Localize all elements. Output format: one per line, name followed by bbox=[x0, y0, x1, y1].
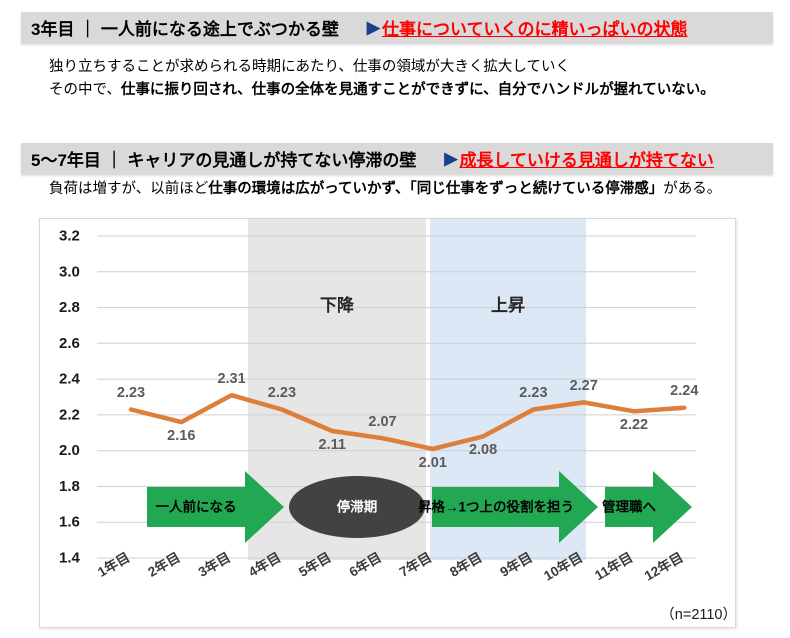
svg-text:下降: 下降 bbox=[320, 295, 355, 315]
svg-text:1年目: 1年目 bbox=[95, 549, 133, 580]
svg-text:昇格→1つ上の役割を担う: 昇格→1つ上の役割を担う bbox=[418, 499, 574, 515]
svg-text:2.4: 2.4 bbox=[59, 371, 81, 388]
svg-text:上昇: 上昇 bbox=[491, 296, 525, 315]
svg-text:2.08: 2.08 bbox=[469, 442, 497, 458]
svg-text:2.07: 2.07 bbox=[368, 414, 396, 430]
svg-text:11年目: 11年目 bbox=[592, 549, 636, 583]
svg-text:3年目: 3年目 bbox=[195, 549, 233, 580]
svg-text:3.2: 3.2 bbox=[59, 228, 80, 245]
svg-text:1.6: 1.6 bbox=[59, 514, 80, 531]
svg-text:2.2: 2.2 bbox=[59, 406, 80, 423]
svg-text:2.8: 2.8 bbox=[59, 299, 80, 316]
svg-text:2.23: 2.23 bbox=[117, 385, 145, 401]
svg-text:（n=2110）: （n=2110） bbox=[660, 606, 737, 623]
svg-text:2.24: 2.24 bbox=[670, 383, 698, 399]
svg-text:1.4: 1.4 bbox=[59, 550, 81, 567]
svg-text:管理職へ: 管理職へ bbox=[602, 499, 656, 515]
svg-text:2.6: 2.6 bbox=[59, 335, 80, 352]
svg-text:3.0: 3.0 bbox=[59, 263, 80, 280]
svg-text:2.23: 2.23 bbox=[519, 385, 547, 401]
svg-text:2年目: 2年目 bbox=[145, 549, 183, 580]
svg-text:2.27: 2.27 bbox=[570, 378, 598, 394]
svg-text:停滞期: 停滞期 bbox=[337, 499, 378, 515]
svg-text:2.31: 2.31 bbox=[217, 371, 245, 387]
svg-text:2.23: 2.23 bbox=[268, 385, 296, 401]
svg-text:2.0: 2.0 bbox=[59, 442, 80, 459]
svg-text:2.16: 2.16 bbox=[167, 428, 195, 444]
svg-text:一人前になる: 一人前になる bbox=[156, 499, 237, 515]
svg-text:2.01: 2.01 bbox=[419, 455, 447, 471]
svg-text:12年目: 12年目 bbox=[641, 549, 685, 584]
svg-text:1.8: 1.8 bbox=[59, 478, 80, 495]
svg-text:2.22: 2.22 bbox=[620, 417, 648, 433]
svg-text:2.11: 2.11 bbox=[318, 437, 345, 453]
